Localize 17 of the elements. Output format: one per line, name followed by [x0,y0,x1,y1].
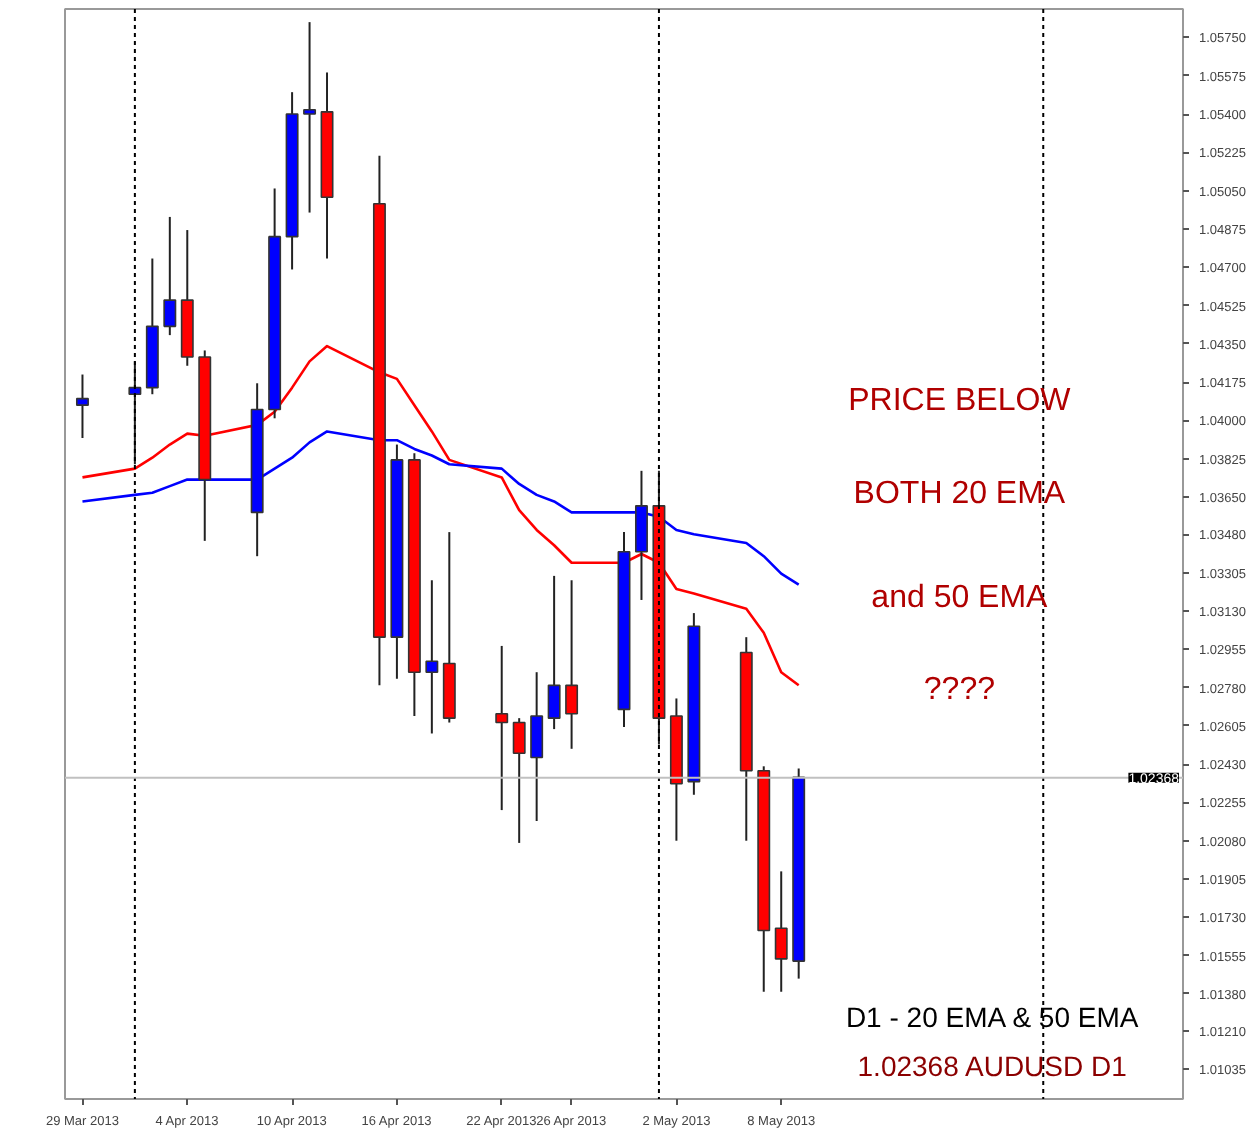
candlestick [774,870,788,993]
candlestick [128,360,142,466]
candlestick [547,574,561,731]
annotation: 1.02368 AUDUSD D1 [857,1050,1128,1083]
candlestick [495,644,509,812]
annotation: BOTH 20 EMA [853,477,1066,512]
candlestick [163,215,177,337]
annotation: and 50 EMA [871,580,1049,615]
candlestick [425,579,439,735]
annotation: ???? [923,673,996,708]
annotation: D1 - 20 EMA & 50 EMA [845,1001,1140,1034]
candlestick [75,373,89,439]
candlestick [512,717,526,844]
candlestick [565,579,579,750]
candlestick [530,671,544,823]
candlestick [303,21,317,214]
annotation: PRICE BELOW [848,384,1073,419]
